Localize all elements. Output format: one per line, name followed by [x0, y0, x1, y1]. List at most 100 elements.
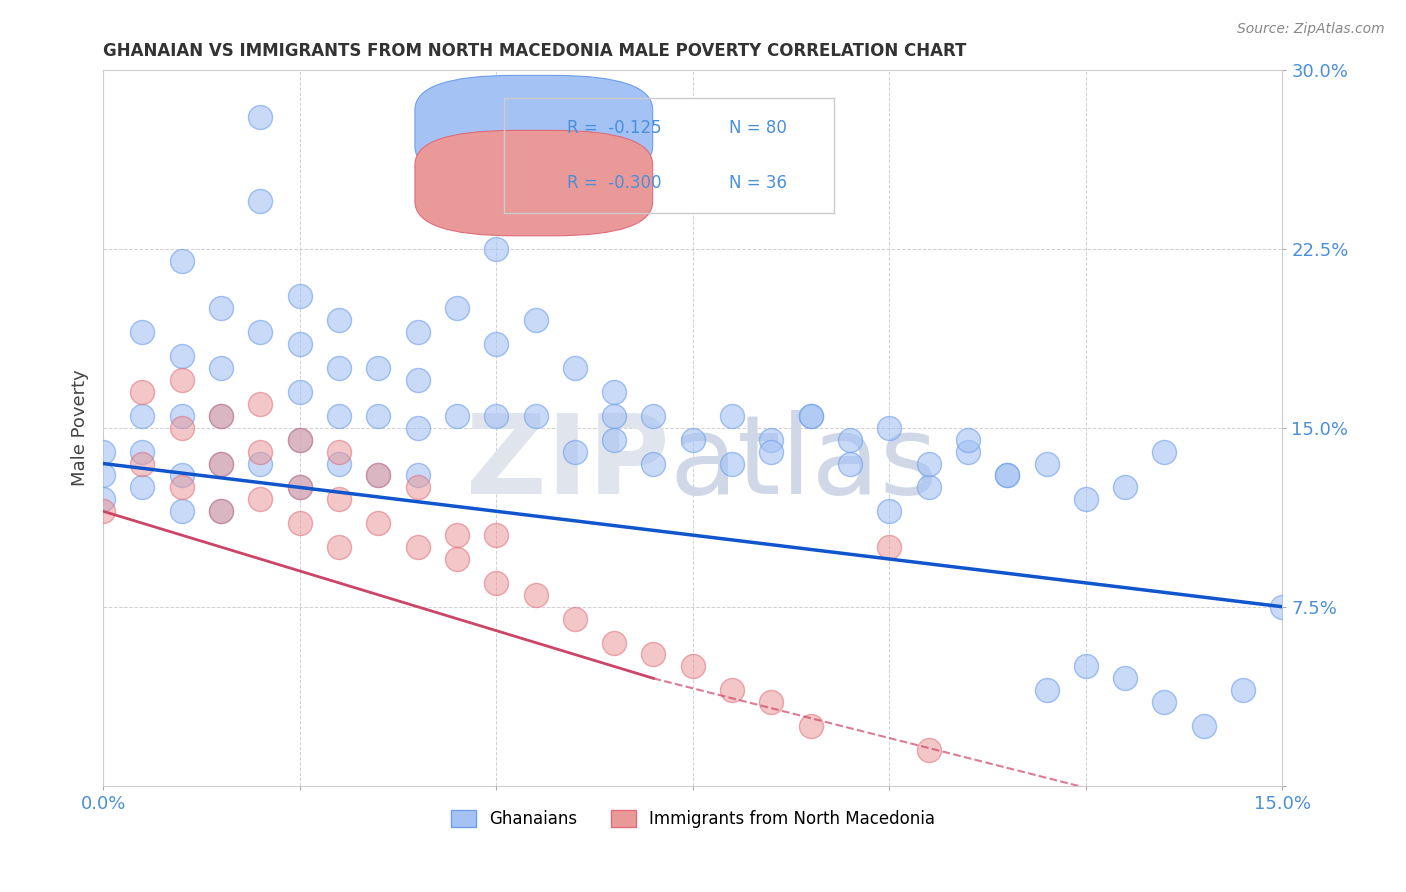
Point	[170, 421, 193, 435]
Point	[485, 409, 508, 423]
Point	[209, 457, 232, 471]
Point	[367, 468, 389, 483]
Point	[170, 504, 193, 518]
Text: Source: ZipAtlas.com: Source: ZipAtlas.com	[1237, 22, 1385, 37]
Point	[761, 444, 783, 458]
Point	[367, 361, 389, 376]
Point	[367, 516, 389, 531]
Point	[643, 409, 665, 423]
Point	[131, 457, 153, 471]
Point	[721, 457, 744, 471]
Point	[406, 468, 429, 483]
Text: GHANAIAN VS IMMIGRANTS FROM NORTH MACEDONIA MALE POVERTY CORRELATION CHART: GHANAIAN VS IMMIGRANTS FROM NORTH MACEDO…	[103, 42, 966, 60]
Point	[249, 397, 271, 411]
Point	[1114, 480, 1136, 494]
Point	[249, 457, 271, 471]
Point	[209, 301, 232, 316]
Point	[288, 337, 311, 351]
Point	[1074, 659, 1097, 673]
Point	[1035, 457, 1057, 471]
Point	[249, 194, 271, 208]
Point	[956, 433, 979, 447]
Text: ZIP: ZIP	[465, 410, 669, 517]
Point	[288, 433, 311, 447]
Point	[956, 444, 979, 458]
Point	[446, 301, 468, 316]
Point	[721, 683, 744, 698]
Point	[564, 361, 586, 376]
Point	[406, 540, 429, 554]
Point	[1192, 719, 1215, 733]
Point	[1035, 683, 1057, 698]
Point	[91, 468, 114, 483]
Point	[564, 444, 586, 458]
Point	[446, 409, 468, 423]
Point	[917, 743, 939, 757]
Point	[879, 540, 901, 554]
Point	[603, 433, 626, 447]
Point	[524, 313, 547, 327]
Point	[446, 552, 468, 566]
Point	[682, 659, 704, 673]
Point	[328, 444, 350, 458]
Point	[131, 384, 153, 399]
Point	[761, 695, 783, 709]
Point	[328, 361, 350, 376]
Point	[328, 409, 350, 423]
Point	[209, 504, 232, 518]
Point	[1114, 671, 1136, 685]
Point	[288, 289, 311, 303]
Point	[839, 433, 862, 447]
Point	[328, 457, 350, 471]
Point	[131, 325, 153, 339]
Point	[288, 480, 311, 494]
Point	[800, 719, 823, 733]
Point	[643, 457, 665, 471]
Point	[879, 504, 901, 518]
Point	[170, 409, 193, 423]
Point	[406, 480, 429, 494]
Point	[406, 373, 429, 387]
Point	[367, 409, 389, 423]
Point	[1153, 444, 1175, 458]
Point	[170, 480, 193, 494]
Point	[249, 444, 271, 458]
Point	[209, 409, 232, 423]
Point	[485, 242, 508, 256]
Point	[170, 253, 193, 268]
Point	[524, 588, 547, 602]
Point	[1232, 683, 1254, 698]
Point	[643, 648, 665, 662]
Point	[446, 528, 468, 542]
Point	[995, 468, 1018, 483]
Point	[917, 480, 939, 494]
Point	[485, 575, 508, 590]
Point	[288, 433, 311, 447]
Point	[131, 409, 153, 423]
Y-axis label: Male Poverty: Male Poverty	[72, 369, 89, 486]
Point	[328, 492, 350, 507]
Point	[91, 504, 114, 518]
Point	[249, 325, 271, 339]
Point	[603, 409, 626, 423]
Point	[800, 409, 823, 423]
Point	[1074, 492, 1097, 507]
Point	[209, 409, 232, 423]
Point	[485, 337, 508, 351]
Point	[603, 635, 626, 649]
Point	[209, 361, 232, 376]
Point	[209, 504, 232, 518]
Point	[328, 540, 350, 554]
Point	[603, 384, 626, 399]
Point	[249, 111, 271, 125]
Point	[1271, 599, 1294, 614]
Point	[721, 409, 744, 423]
Point	[406, 421, 429, 435]
Point	[1153, 695, 1175, 709]
Point	[288, 384, 311, 399]
Point	[367, 468, 389, 483]
Point	[91, 492, 114, 507]
Point	[288, 516, 311, 531]
Point	[995, 468, 1018, 483]
Point	[761, 433, 783, 447]
